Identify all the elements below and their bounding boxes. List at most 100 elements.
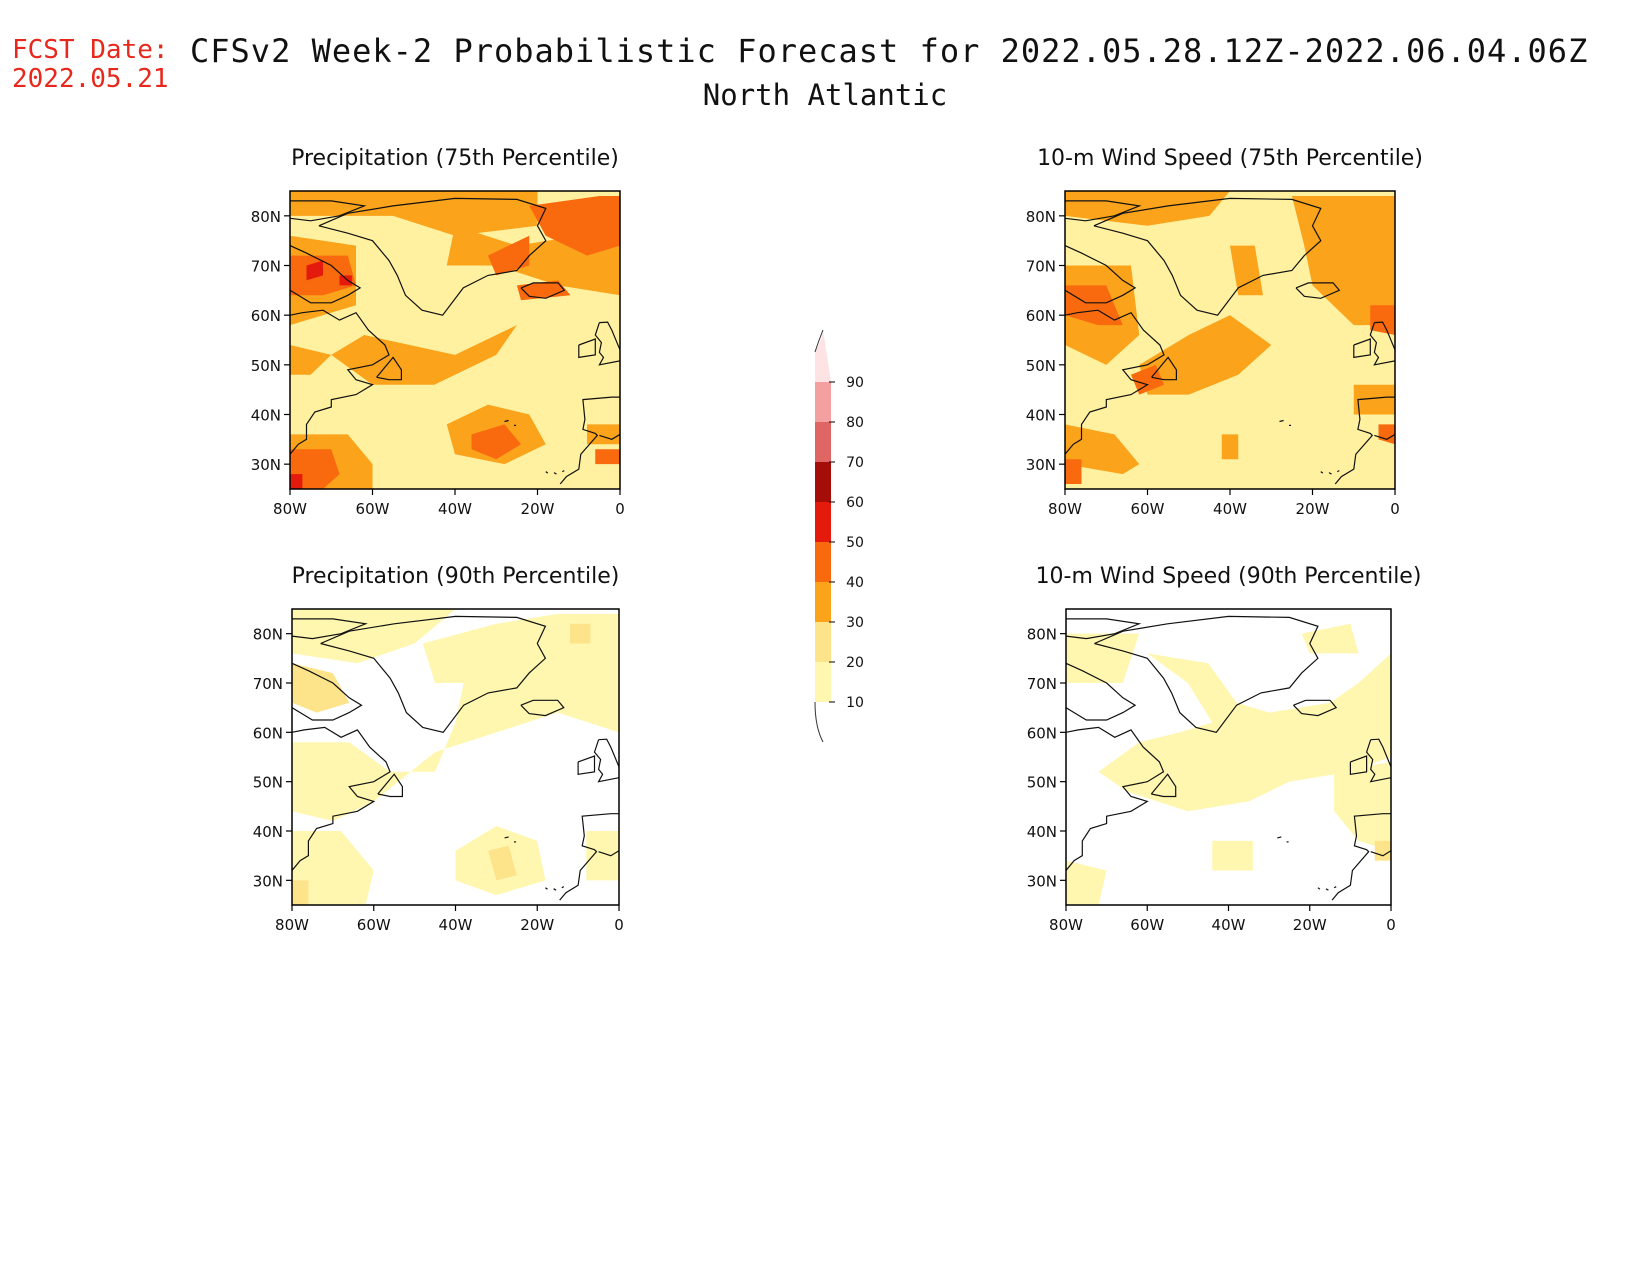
coastline (577, 755, 596, 775)
probability-patch (471, 424, 521, 460)
coastline (1151, 356, 1177, 381)
colorbar-cap (814, 329, 824, 353)
coastline (1065, 309, 1165, 484)
lon-tick-label: 0 (614, 916, 624, 934)
lon-tick-label: 80W (1048, 500, 1082, 518)
lon-tick-label: 40W (1212, 916, 1246, 934)
probability-patch (290, 344, 332, 375)
panel-title: Precipitation (75th Percentile) (291, 146, 619, 171)
colorbar-label: 90 (846, 375, 864, 391)
colorbar-label: 30 (846, 615, 864, 631)
coastline (376, 356, 402, 381)
coastline (1331, 813, 1391, 901)
coastline (1065, 200, 1142, 222)
coastline (1317, 887, 1321, 890)
probability-patch (488, 845, 517, 881)
coastline (1369, 321, 1395, 366)
panel-wind-75: 10-m Wind Speed (75th Percentile) 80W 60W 4… (1026, 146, 1423, 518)
lat-tick-label: 30N (251, 456, 281, 474)
lon-tick-label: 60W (1131, 500, 1165, 518)
coastline (559, 813, 619, 901)
coastline (504, 419, 509, 423)
probability-patch (331, 325, 517, 385)
lat-tick-label: 40N (1026, 407, 1056, 425)
colorbar-label: 40 (846, 575, 864, 591)
coastline (1334, 396, 1395, 485)
coastline (520, 699, 565, 717)
colorbar-label: 60 (846, 495, 864, 511)
map-area (1066, 609, 1391, 905)
map-area (292, 609, 619, 905)
lat-tick-label: 80N (1027, 626, 1057, 644)
lat-tick-label: 30N (1026, 456, 1056, 474)
probability-patch (569, 623, 591, 644)
probability-patch (292, 663, 350, 713)
probability-patch (1378, 424, 1395, 445)
lon-tick-label: 20W (521, 500, 555, 518)
probability-patch (292, 880, 309, 905)
panel-title: 10-m Wind Speed (90th Percentile) (1036, 564, 1422, 589)
coastline (1066, 662, 1137, 721)
probability-patch (292, 609, 456, 664)
lon-tick-label: 20W (1293, 916, 1327, 934)
panel-title: Precipitation (90th Percentile) (292, 564, 620, 589)
lat-tick-label: 80N (253, 626, 283, 644)
lat-tick-label: 40N (1027, 823, 1057, 841)
coastline (520, 282, 566, 299)
lon-tick-label: 80W (275, 916, 309, 934)
coastline (377, 773, 403, 798)
forecast-date-label: FCST Date: (12, 35, 169, 65)
coastline (1328, 472, 1332, 475)
probability-patch (1230, 245, 1263, 296)
coastline (599, 433, 620, 440)
probability-patch (1291, 195, 1395, 326)
panel-precip-90: Precipitation (90th Percentile) 80W 60W 40W… (253, 564, 624, 934)
coastline (318, 197, 547, 316)
coastline (292, 618, 368, 640)
coastline (320, 615, 547, 733)
lat-tick-label: 50N (1027, 774, 1057, 792)
colorbar-label: 70 (846, 455, 864, 471)
lat-tick-label: 50N (251, 357, 281, 375)
panel-title: 10-m Wind Speed (75th Percentile) (1037, 146, 1423, 171)
lon-tick-label: 60W (357, 916, 391, 934)
coastline (593, 738, 619, 783)
lon-tick-label: 20W (1296, 500, 1330, 518)
probability-patch (292, 831, 374, 905)
coastline (1295, 282, 1341, 299)
lat-tick-label: 40N (253, 823, 283, 841)
colorbar-segment (815, 662, 831, 702)
figure-title: CFSv2 Week-2 Probabilistic Forecast for … (190, 32, 1589, 70)
colorbar-segment (815, 502, 831, 542)
lat-tick-label: 60N (253, 724, 283, 742)
coastline (1370, 850, 1391, 857)
lat-tick-label: 60N (1026, 307, 1056, 325)
coastline (545, 887, 548, 890)
coastline (290, 245, 362, 304)
lon-tick-label: 0 (1386, 916, 1396, 934)
lon-tick-label: 0 (1390, 500, 1400, 518)
probability-patch (290, 191, 538, 236)
forecast-date-block: FCST Date: 2022.05.21 (12, 36, 169, 94)
lat-tick-label: 70N (251, 258, 281, 276)
lat-tick-label: 50N (1026, 357, 1056, 375)
probability-patch (595, 449, 620, 465)
colorbar-segment (815, 622, 831, 662)
coastline (578, 338, 596, 359)
coastline (553, 472, 557, 475)
panel-precip-75: Precipitation (75th Percentile) 80W 60W 40W… (251, 146, 625, 518)
lon-tick-label: 20W (520, 916, 554, 934)
coastline (1353, 338, 1371, 359)
coastline (594, 321, 620, 366)
coastline (1093, 197, 1322, 316)
colorbar-cap (814, 701, 824, 743)
probability-patch (306, 260, 323, 281)
lat-tick-label: 60N (251, 307, 281, 325)
probability-patch (529, 195, 620, 256)
coastline (1279, 419, 1284, 423)
lon-tick-label: 0 (615, 500, 625, 518)
lat-tick-label: 80N (1026, 208, 1056, 226)
probability-patch (1353, 384, 1395, 415)
coastline (545, 471, 549, 474)
coastline (1320, 471, 1324, 474)
